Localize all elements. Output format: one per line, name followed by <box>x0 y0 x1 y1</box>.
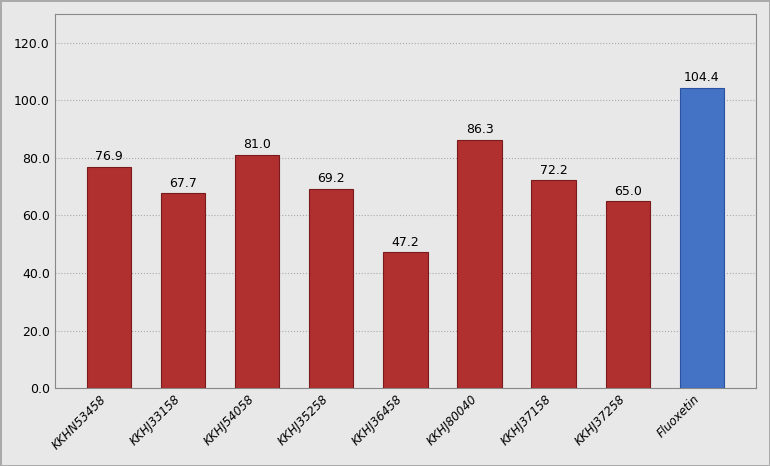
Bar <box>605 201 650 388</box>
Text: 65.0: 65.0 <box>614 185 641 198</box>
Text: 67.7: 67.7 <box>169 177 197 190</box>
Bar <box>457 140 502 388</box>
Text: 81.0: 81.0 <box>243 138 271 151</box>
Text: 76.9: 76.9 <box>95 151 122 163</box>
Text: 47.2: 47.2 <box>391 236 419 249</box>
Bar <box>309 189 353 388</box>
Bar <box>235 155 280 388</box>
Text: 72.2: 72.2 <box>540 164 567 177</box>
Text: 69.2: 69.2 <box>317 172 345 185</box>
Bar <box>680 88 725 388</box>
Bar <box>86 167 131 388</box>
Bar <box>531 180 576 388</box>
Text: 104.4: 104.4 <box>685 71 720 84</box>
Bar <box>383 252 427 388</box>
Bar <box>161 193 205 388</box>
Text: 86.3: 86.3 <box>466 123 494 136</box>
